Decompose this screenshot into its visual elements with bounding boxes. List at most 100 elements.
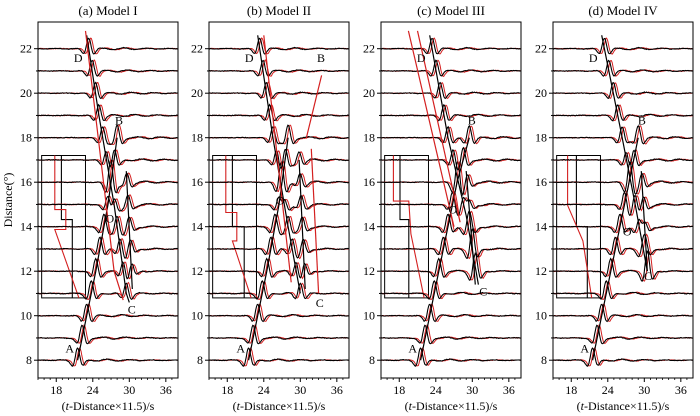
panel-4: (d) Model IV A B C D O 8 10 12 14 16 18 20 22 18 24 30 36… (535, 3, 694, 413)
inset-synthetic-profile (54, 155, 80, 299)
synthetic-trace (209, 303, 349, 322)
synthetic-trace (553, 303, 693, 322)
x-tick-label: 36 (331, 383, 343, 397)
synthetic-trace (38, 59, 178, 77)
x-tick-label: 36 (160, 383, 172, 397)
observed-trace (38, 81, 178, 100)
y-tick-label: 8 (541, 353, 547, 367)
observed-trace (209, 213, 349, 236)
branch-cd (86, 35, 130, 303)
x-tick-label: 18 (393, 383, 405, 397)
phase-label-o: O (623, 225, 632, 239)
branch-cd-synthetic-1 (407, 30, 455, 227)
observed-trace (209, 59, 349, 77)
synthetic-trace (209, 59, 349, 77)
synthetic-trace (38, 104, 178, 122)
inset-observed-profile (399, 155, 410, 298)
y-tick-label: 20 (363, 86, 375, 100)
observed-trace (381, 146, 521, 171)
y-tick-label: 8 (197, 353, 203, 367)
synthetic-trace (38, 324, 178, 344)
y-tick-label: 20 (20, 86, 32, 100)
y-tick-label: 22 (363, 42, 375, 56)
phase-label-b: B (638, 113, 646, 127)
observed-trace (209, 124, 349, 145)
y-tick-label: 18 (363, 131, 375, 145)
observed-trace (209, 160, 349, 193)
x-tick-label: 24 (258, 383, 270, 397)
x-tick-label: 24 (430, 383, 442, 397)
observed-trace (553, 280, 693, 300)
y-tick-label: 16 (20, 175, 32, 189)
y-tick-label: 10 (535, 309, 547, 323)
x-axis-label: (t-Distance×11.5)/s (577, 399, 670, 413)
synthetic-trace (38, 347, 178, 367)
x-tick-label: 30 (466, 383, 478, 397)
observed-trace (38, 347, 178, 368)
observed-trace (553, 250, 693, 283)
y-tick-label: 8 (26, 353, 32, 367)
x-axis-label: (t-Distance×11.5)/s (62, 399, 155, 413)
panel-2: (b) Model II A B C D O 8 10 12 14 16 18 20 22 18 24 30 36… (191, 3, 350, 413)
synthetic-trace (381, 324, 521, 344)
synthetic-trace (381, 347, 521, 367)
observed-trace (381, 324, 521, 345)
synthetic-trace (553, 324, 693, 344)
phase-label-o: O (276, 193, 285, 207)
x-tick-label: 18 (50, 383, 62, 397)
observed-trace (381, 347, 521, 368)
observed-trace (381, 81, 521, 100)
phase-label-d: D (245, 51, 254, 65)
observed-trace (209, 303, 349, 323)
y-tick-label: 14 (20, 220, 32, 234)
phase-label-a: A (236, 341, 245, 355)
synthetic-trace (209, 37, 349, 55)
observed-trace (381, 191, 521, 217)
x-tick-label: 30 (638, 383, 650, 397)
synthetic-trace (38, 81, 178, 100)
branch-ab (420, 137, 470, 361)
x-axis-label: (t-Distance×11.5)/s (405, 399, 498, 413)
observed-trace (38, 159, 178, 194)
observed-trace (38, 257, 178, 280)
x-tick-label: 18 (565, 383, 577, 397)
panel-1: (a) Model I A B C D O 8 10 12 14 16 18 20 22 18 24 30 36 (… (20, 3, 179, 413)
observed-trace (553, 233, 693, 258)
synthetic-trace (38, 124, 178, 146)
observed-trace (209, 280, 349, 300)
observed-trace (38, 324, 178, 345)
phase-label-a: A (65, 341, 74, 355)
observed-trace (553, 125, 693, 145)
y-tick-label: 20 (191, 86, 203, 100)
plot-area: A B C D O (209, 35, 349, 368)
observed-trace (381, 280, 521, 300)
synthetic-trace (553, 82, 693, 99)
y-tick-label: 18 (191, 131, 203, 145)
inset-synthetic-profile (392, 155, 425, 299)
observed-trace (38, 59, 178, 77)
synthetic-trace (209, 81, 349, 100)
observed-trace (381, 59, 521, 77)
observed-trace (553, 161, 693, 196)
plot-frame (552, 21, 694, 379)
observed-trace (553, 37, 693, 55)
branch-oc (125, 171, 133, 290)
phase-label-d: D (74, 51, 83, 65)
phase-label-a: A (580, 341, 589, 355)
y-tick-label: 18 (20, 131, 32, 145)
synthetic-trace (209, 347, 349, 367)
panel-title: (b) Model II (247, 3, 311, 18)
branch-oc (640, 171, 648, 272)
observed-trace (381, 124, 521, 145)
x-tick-label: 24 (602, 383, 614, 397)
phase-label-a: A (408, 341, 417, 355)
plot-area: A B C D O (553, 35, 693, 368)
synthetic-trace (381, 37, 521, 55)
phase-label-d: D (417, 51, 426, 65)
branch-ab (592, 137, 639, 361)
branch-ab (248, 137, 289, 361)
y-tick-label: 10 (363, 309, 375, 323)
phase-label-d: D (589, 51, 598, 65)
x-tick-label: 18 (221, 383, 233, 397)
